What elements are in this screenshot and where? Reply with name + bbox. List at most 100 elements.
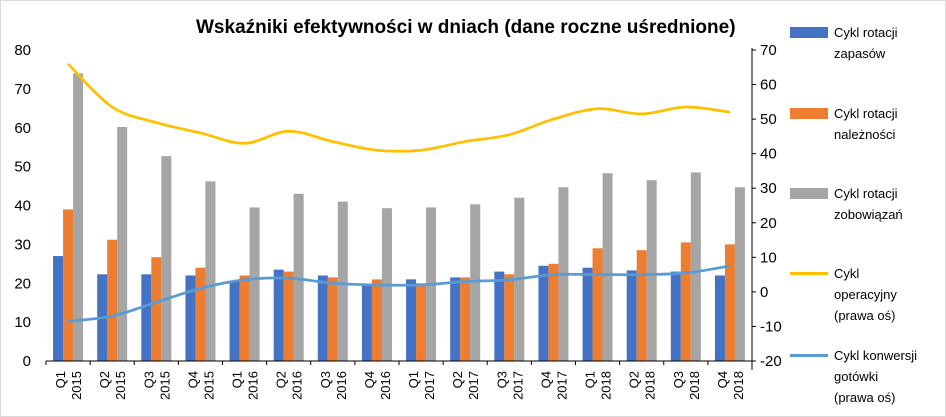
y-right-tick-label: -20 bbox=[760, 353, 782, 370]
y-left-tick-label: 50 bbox=[14, 159, 31, 176]
y-right-tick-label: 10 bbox=[760, 249, 777, 266]
x-category-year: 2016 bbox=[290, 371, 305, 400]
x-category-quarter: Q3 bbox=[494, 371, 509, 388]
y-left-tick-label: 30 bbox=[14, 236, 31, 253]
bar-1 bbox=[229, 281, 240, 361]
y-left-tick-label: 20 bbox=[14, 275, 31, 292]
y-right-tick-label: 60 bbox=[760, 77, 777, 94]
x-category-year: 2018 bbox=[643, 371, 658, 400]
bar-3 bbox=[602, 173, 613, 361]
bar-3 bbox=[470, 204, 481, 361]
bar-1 bbox=[494, 271, 505, 361]
x-category-label: Q2 2015 bbox=[97, 371, 128, 400]
x-category-quarter: Q1 bbox=[583, 371, 598, 388]
legend-swatch bbox=[790, 272, 828, 275]
x-category-year: 2017 bbox=[466, 371, 481, 400]
x-category-year: 2016 bbox=[378, 371, 393, 400]
x-category-label: Q2 2017 bbox=[450, 371, 481, 400]
bar-2 bbox=[724, 244, 735, 361]
bar-1 bbox=[714, 275, 725, 361]
bar-1 bbox=[361, 285, 372, 361]
x-category-quarter: Q2 bbox=[627, 371, 642, 388]
legend: Cykl rotacji zapasów Cykl rotacji należnośc… bbox=[790, 0, 946, 417]
x-category-label: Q4 2015 bbox=[185, 371, 216, 400]
y-left-tick-label: 10 bbox=[14, 314, 31, 331]
x-category-year: 2016 bbox=[246, 371, 261, 400]
y-right-tick-label: 20 bbox=[760, 215, 777, 232]
bar-2 bbox=[636, 250, 647, 361]
x-category-quarter: Q4 bbox=[362, 371, 377, 388]
x-category-year: 2016 bbox=[334, 371, 349, 400]
legend-label: Cykl konwersji gotówki (prawa oś) bbox=[834, 348, 918, 405]
y-left-tick-label: 80 bbox=[14, 42, 31, 59]
chart-title: Wskaźniki efektywności w dniach (dane ro… bbox=[196, 17, 736, 38]
x-category-label: Q4 2016 bbox=[362, 371, 393, 400]
bar-3 bbox=[734, 187, 745, 361]
y-right-tick-label: 70 bbox=[760, 42, 777, 59]
bar-3 bbox=[293, 193, 304, 361]
y-right-tick-label: 30 bbox=[760, 180, 777, 197]
bar-2 bbox=[460, 277, 471, 361]
bar-1 bbox=[538, 265, 549, 361]
bar-1 bbox=[53, 256, 64, 361]
bar-1 bbox=[185, 275, 196, 361]
bar-2 bbox=[504, 274, 515, 361]
y-left-tick-label: 40 bbox=[14, 198, 31, 215]
legend-swatch bbox=[790, 27, 828, 38]
x-category-label: Q3 2015 bbox=[141, 371, 172, 400]
x-category-year: 2015 bbox=[201, 371, 216, 400]
x-category-label: Q1 2015 bbox=[53, 371, 84, 400]
y-left-tick-label: 60 bbox=[14, 120, 31, 137]
x-category-quarter: Q2 bbox=[274, 371, 289, 388]
x-category-quarter: Q2 bbox=[97, 371, 112, 388]
bar-2 bbox=[63, 209, 74, 361]
x-category-year: 2015 bbox=[113, 371, 128, 400]
series-line-1 bbox=[67, 62, 731, 153]
x-category-year: 2018 bbox=[687, 371, 702, 400]
x-category-quarter: Q4 bbox=[715, 371, 730, 388]
bar-3 bbox=[646, 180, 657, 361]
x-category-quarter: Q3 bbox=[318, 371, 333, 388]
bar-1 bbox=[406, 279, 417, 361]
bar-1 bbox=[317, 275, 328, 361]
x-category-year: 2017 bbox=[422, 371, 437, 400]
x-category-quarter: Q2 bbox=[450, 371, 465, 388]
x-category-label: Q3 2017 bbox=[494, 371, 525, 400]
legend-swatch bbox=[790, 354, 828, 357]
x-category-quarter: Q1 bbox=[406, 371, 421, 388]
x-category-label: Q2 2018 bbox=[627, 371, 658, 400]
x-category-label: Q1 2018 bbox=[583, 371, 614, 400]
bar-2 bbox=[239, 275, 250, 361]
x-category-year: 2018 bbox=[731, 371, 746, 400]
y-right-tick-label: 50 bbox=[760, 111, 777, 128]
y-right-tick-label: 40 bbox=[760, 146, 777, 163]
bar-2 bbox=[548, 263, 559, 361]
x-category-quarter: Q4 bbox=[185, 371, 200, 388]
bar-2 bbox=[327, 277, 338, 361]
x-category-year: 2017 bbox=[554, 371, 569, 400]
y-left-tick-label: 0 bbox=[23, 353, 31, 370]
legend-label: Cykl rotacji należności bbox=[834, 106, 898, 142]
x-category-label: Q1 2016 bbox=[230, 371, 261, 400]
x-category-label: Q4 2018 bbox=[715, 371, 746, 400]
bar-2 bbox=[416, 283, 427, 361]
bar-3 bbox=[337, 201, 348, 361]
bar-3 bbox=[161, 156, 172, 361]
bar-1 bbox=[273, 269, 284, 361]
bar-2 bbox=[107, 239, 118, 361]
y-right-tick-label: -10 bbox=[760, 318, 782, 335]
legend-swatch bbox=[790, 188, 828, 199]
series-line-2 bbox=[67, 264, 731, 323]
x-category-quarter: Q1 bbox=[53, 371, 68, 388]
x-category-quarter: Q3 bbox=[671, 371, 686, 388]
x-category-label: Q3 2018 bbox=[671, 371, 702, 400]
y-right-tick-label: 0 bbox=[760, 284, 768, 301]
bar-2 bbox=[592, 248, 603, 361]
y-left-tick-label: 70 bbox=[14, 81, 31, 98]
legend-label: Cykl operacyjny (prawa oś) bbox=[834, 266, 897, 323]
x-category-quarter: Q1 bbox=[230, 371, 245, 388]
bar-1 bbox=[626, 270, 637, 361]
x-category-label: Q1 2017 bbox=[406, 371, 437, 400]
bar-3 bbox=[117, 126, 128, 361]
